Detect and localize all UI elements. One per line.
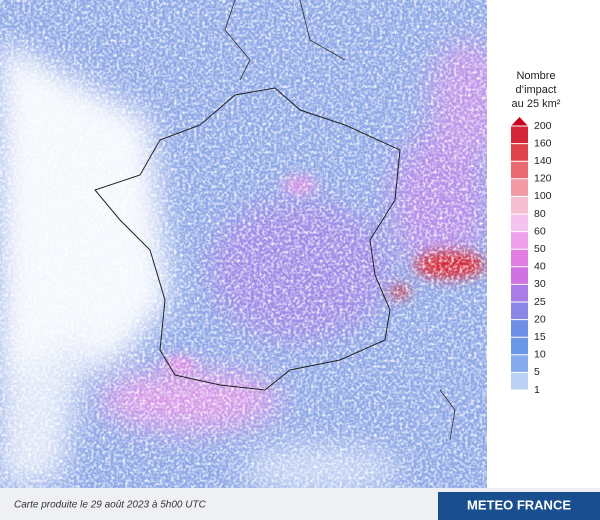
legend-swatch — [511, 354, 528, 373]
caption: Carte produite le 29 août 2023 à 5h00 UT… — [14, 500, 207, 511]
legend-label: 120 — [534, 173, 552, 185]
legend-label: 1 — [534, 384, 540, 396]
legend-label: 10 — [534, 349, 546, 361]
legend-swatch — [511, 161, 528, 179]
legend-swatch — [511, 372, 528, 390]
legend-label: 50 — [534, 243, 546, 255]
legend-swatch — [511, 302, 528, 320]
legend-swatch — [511, 214, 528, 232]
legend-label: 40 — [534, 261, 546, 273]
legend-title: au 25 km² — [512, 98, 561, 110]
legend-swatch — [511, 337, 528, 355]
legend-label: 80 — [534, 208, 546, 220]
legend-swatch — [511, 249, 528, 267]
legend-label: 160 — [534, 137, 552, 149]
legend-label: 20 — [534, 313, 546, 325]
legend-swatch — [511, 196, 528, 214]
legend-label: 60 — [534, 225, 546, 237]
legend-swatch — [511, 266, 528, 285]
legend-swatch — [511, 126, 528, 144]
legend-swatch — [511, 319, 528, 338]
legend-label: 200 — [534, 120, 552, 132]
legend-label: 5 — [534, 366, 540, 378]
legend-swatch — [511, 284, 528, 302]
legend-swatch — [511, 143, 528, 162]
legend-swatch — [511, 231, 528, 250]
legend-label: 15 — [534, 331, 546, 343]
legend-label: 30 — [534, 278, 546, 290]
legend-arrow — [511, 117, 528, 126]
legend-title: d’impact — [516, 84, 557, 96]
legend-label: 25 — [534, 296, 546, 308]
map-area — [0, 0, 487, 488]
legend-title: Nombre — [516, 70, 555, 82]
brand-box — [438, 492, 600, 520]
legend-label: 100 — [534, 190, 552, 202]
legend-label: 140 — [534, 155, 552, 167]
legend-swatch — [511, 178, 528, 197]
brand: METEO FRANCE — [467, 497, 571, 512]
